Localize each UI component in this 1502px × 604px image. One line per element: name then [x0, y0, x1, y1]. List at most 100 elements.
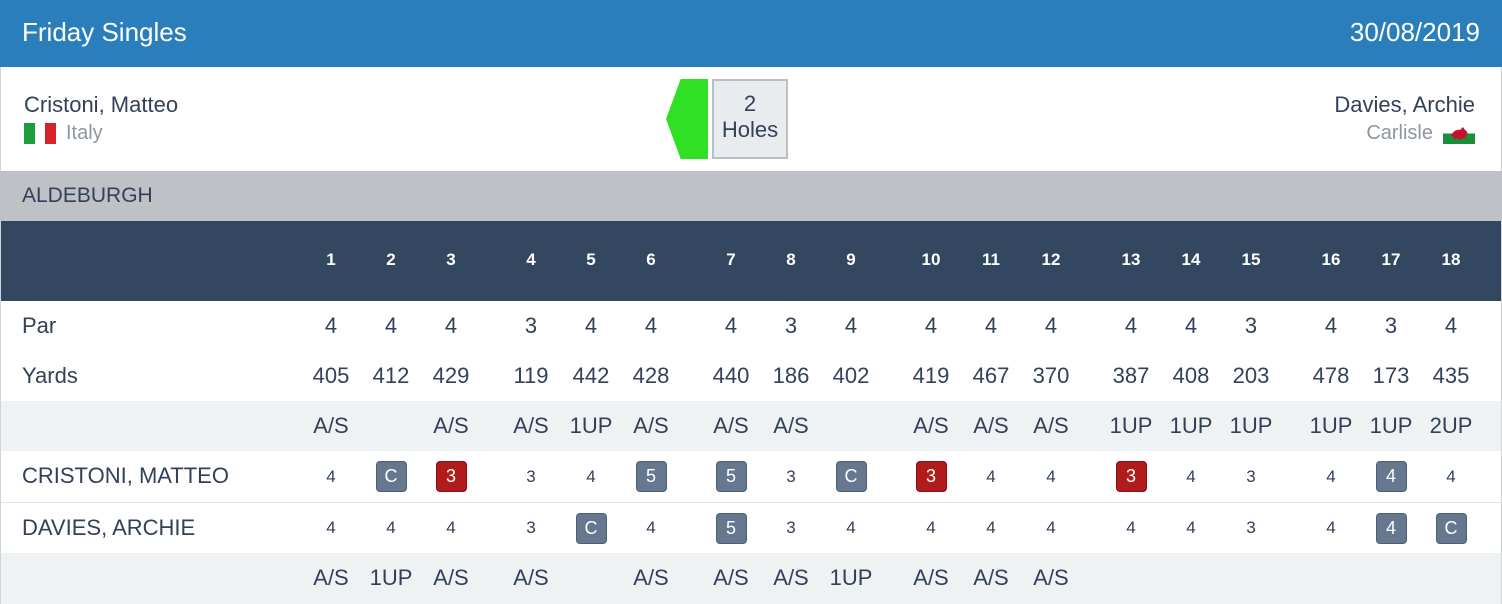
- p1-score-badge: 3: [1115, 461, 1147, 492]
- p1-score-hole-6: 5: [621, 451, 681, 502]
- match-players-panel: Cristoni, Matteo Italy 2 Holes Davies, A…: [0, 67, 1502, 171]
- status-p1-hole-13: 1UP: [1109, 413, 1153, 438]
- status-p2-hole-4: A/S: [513, 565, 549, 590]
- p2-score-badge: 5: [715, 512, 747, 544]
- status-p1-hole-5: 1UP: [569, 413, 613, 438]
- yards-hole-1: 405: [312, 363, 350, 388]
- p2-score-hole-1: 4: [326, 518, 336, 537]
- p1-score-hole-10: 3: [901, 451, 961, 502]
- status-p1-hole-10: A/S: [913, 413, 949, 438]
- yards-hole-17: 173: [1372, 363, 1410, 388]
- par-hole-14: 4: [1184, 313, 1198, 338]
- yards-hole-18: 435: [1432, 363, 1470, 388]
- hole-number-hole-12: 12: [1041, 250, 1061, 269]
- status-p1-hole-18: 2UP: [1429, 413, 1473, 438]
- status-p2-hole-11: A/S: [973, 565, 1009, 590]
- p1-score-badge: 4: [1375, 461, 1407, 492]
- hole-number-hole-13: 13: [1121, 250, 1141, 269]
- match-result-box: 2 Holes: [712, 79, 788, 159]
- p1-score-hole-18: 4: [1446, 466, 1456, 486]
- par-hole-3: 4: [444, 313, 458, 338]
- p2-score-hole-5: C: [561, 503, 621, 553]
- p1-score-hole-15: 3: [1246, 466, 1256, 486]
- p2-score-hole-14: 4: [1186, 518, 1196, 537]
- p2-score-hole-16: 4: [1326, 518, 1336, 537]
- yards-hole-16: 478: [1312, 363, 1350, 388]
- par-hole-2: 4: [384, 313, 398, 338]
- italy-flag-icon: [24, 123, 57, 144]
- yards-hole-9: 402: [832, 363, 870, 388]
- par-hole-9: 4: [844, 313, 858, 338]
- p1-score-hole-9: C: [821, 451, 881, 502]
- status-p1-hole-7: A/S: [713, 413, 749, 438]
- status-p1-hole-4: A/S: [513, 413, 549, 438]
- p1-score-hole-1: 4: [326, 466, 336, 486]
- yards-row: Yards 405 412 429 119 442 428 440 186 402 419 467 3…: [1, 351, 1501, 401]
- par-hole-17: 3: [1384, 313, 1398, 338]
- yards-hole-10: 419: [912, 363, 950, 388]
- match-status-row-player1: A/S A/S A/S 1UP A/S A/S A/S A/S A/S A/S 1UP 1UP 1UP 1…: [1, 401, 1501, 451]
- player1-row-label: CRISTONI, MATTEO: [22, 463, 229, 488]
- par-hole-6: 4: [644, 313, 658, 338]
- yards-hole-14: 408: [1172, 363, 1210, 388]
- top-bar: Friday Singles 30/08/2019: [0, 0, 1502, 67]
- p2-score-hole-3: 4: [446, 518, 456, 537]
- hole-number-hole-5: 5: [586, 250, 596, 269]
- p2-score-hole-13: 4: [1126, 518, 1136, 537]
- hole-number-hole-10: 10: [921, 250, 941, 269]
- par-hole-8: 3: [784, 313, 798, 338]
- hole-number-hole-9: 9: [846, 250, 856, 269]
- p1-score-hole-4: 3: [526, 466, 536, 486]
- yards-hole-15: 203: [1232, 363, 1270, 388]
- status-p2-hole-7: A/S: [713, 565, 749, 590]
- status-p2-hole-2: 1UP: [369, 565, 413, 590]
- yards-hole-4: 119: [513, 363, 549, 388]
- yards-hole-11: 467: [972, 363, 1010, 388]
- par-hole-18: 4: [1444, 313, 1458, 338]
- yards-hole-6: 428: [632, 363, 670, 388]
- yards-hole-5: 442: [572, 363, 610, 388]
- p1-score-hole-3: 3: [421, 451, 481, 502]
- p1-score-hole-13: 3: [1101, 451, 1161, 502]
- p1-score-hole-12: 4: [1046, 466, 1056, 486]
- p2-score-hole-9: 4: [846, 518, 856, 537]
- par-hole-11: 4: [984, 313, 998, 338]
- status-p1-hole-17: 1UP: [1369, 413, 1413, 438]
- status-p2-hole-6: A/S: [633, 565, 669, 590]
- hole-number-hole-3: 3: [446, 250, 456, 269]
- hole-number-hole-4: 4: [526, 250, 536, 269]
- p2-score-hole-2: 4: [386, 518, 396, 537]
- status-p2-hole-8: A/S: [773, 565, 809, 590]
- result-margin: 2: [743, 91, 757, 116]
- yards-hole-7: 440: [712, 363, 750, 388]
- competition-title: Friday Singles: [22, 17, 187, 47]
- p1-score-hole-11: 4: [986, 466, 996, 486]
- hole-number-hole-15: 15: [1241, 250, 1261, 269]
- p2-score-hole-17: 4: [1361, 503, 1421, 553]
- p2-score-hole-4: 3: [526, 518, 536, 537]
- status-p1-hole-16: 1UP: [1309, 413, 1353, 438]
- status-p1-hole-15: 1UP: [1229, 413, 1273, 438]
- p1-score-badge: 3: [435, 461, 467, 492]
- p1-score-badge: 5: [715, 461, 747, 492]
- match-date: 30/08/2019: [1349, 17, 1480, 47]
- par-row: Par 4 4 4 3 4 4 4 3 4 4 4 4 4 4 3 4 3 4: [1, 301, 1501, 351]
- hole-number-hole-16: 16: [1321, 250, 1341, 269]
- p1-score-hole-17: 4: [1361, 451, 1421, 502]
- status-p1-hole-14: 1UP: [1169, 413, 1213, 438]
- p2-score-badge: 4: [1375, 512, 1407, 544]
- result-unit: Holes: [721, 117, 779, 142]
- player1-country-label: Italy: [66, 122, 103, 144]
- p1-score-hole-16: 4: [1326, 466, 1336, 486]
- hole-number-hole-2: 2: [386, 250, 396, 269]
- par-hole-16: 4: [1324, 313, 1338, 338]
- yards-hole-3: 429: [432, 363, 470, 388]
- par-label: Par: [22, 313, 57, 338]
- par-hole-12: 4: [1044, 313, 1058, 338]
- hole-number-hole-8: 8: [786, 250, 796, 269]
- p2-score-hole-6: 4: [646, 518, 656, 537]
- hole-number-hole-17: 17: [1381, 250, 1401, 269]
- p2-score-hole-7: 5: [701, 503, 761, 553]
